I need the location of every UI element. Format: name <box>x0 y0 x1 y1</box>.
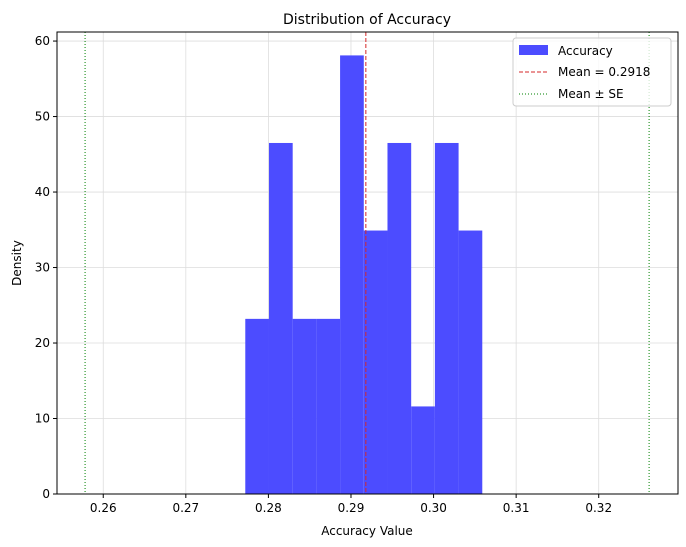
x-tick-label: 0.29 <box>338 501 365 515</box>
histogram-bar <box>292 318 317 494</box>
histogram-bar <box>245 318 269 494</box>
y-tick-label: 10 <box>35 412 50 426</box>
legend-label-mean: Mean = 0.2918 <box>558 65 650 79</box>
legend: Accuracy Mean = 0.2918 Mean ± SE <box>512 37 672 107</box>
x-tick-label: 0.27 <box>172 501 199 515</box>
y-tick-label: 30 <box>35 261 50 275</box>
y-tick-label: 50 <box>35 110 50 124</box>
histogram-bar <box>387 142 412 494</box>
legend-label-se: Mean ± SE <box>558 87 624 101</box>
histogram-bar <box>316 318 341 494</box>
histogram-bar <box>268 142 293 494</box>
chart-title: Distribution of Accuracy <box>283 12 451 28</box>
y-tick-label: 40 <box>35 185 50 199</box>
histogram-bar <box>340 55 364 494</box>
histogram-bar <box>363 230 388 494</box>
x-tick-label: 0.31 <box>503 501 530 515</box>
plot-frame <box>56 31 679 495</box>
y-axis-label: Density <box>10 240 24 286</box>
y-tick-label: 20 <box>35 336 50 350</box>
x-tick-label: 0.32 <box>585 501 612 515</box>
histogram-bar <box>458 230 483 494</box>
legend-label-accuracy: Accuracy <box>558 44 613 58</box>
y-tick-label: 60 <box>35 34 50 48</box>
x-tick-label: 0.30 <box>420 501 447 515</box>
x-axis-label: Accuracy Value <box>321 524 413 538</box>
legend-swatch-accuracy <box>519 45 548 55</box>
y-tick-label: 0 <box>42 487 50 501</box>
x-tick-label: 0.28 <box>255 501 282 515</box>
histogram-bar <box>411 406 435 494</box>
histogram-bar <box>434 142 459 494</box>
x-tick-label: 0.26 <box>90 501 117 515</box>
